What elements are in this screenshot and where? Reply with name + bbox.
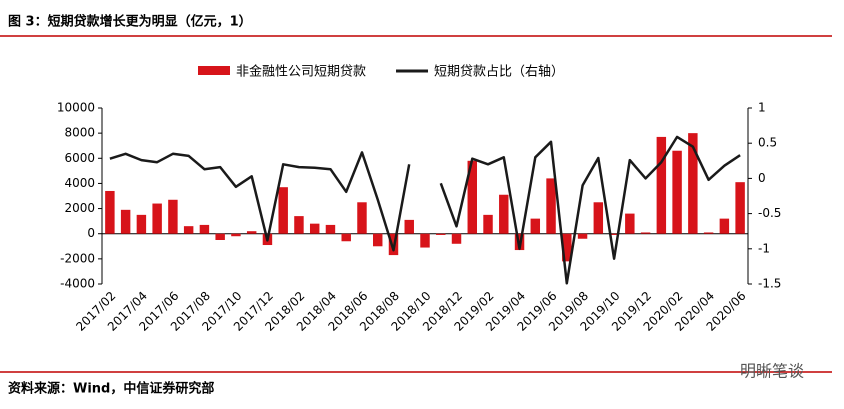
bar: [199, 224, 210, 234]
y-tick-label: -4000: [60, 277, 95, 291]
y2-tick-label: -1.5: [758, 277, 781, 291]
bar: [735, 182, 745, 234]
bar: [325, 224, 336, 234]
y-tick-label: 0: [87, 226, 95, 240]
bar: [672, 150, 682, 234]
legend-swatch: [198, 66, 230, 75]
bar: [168, 199, 178, 234]
bar: [703, 232, 714, 234]
watermark: 明晰笔谈: [740, 362, 804, 381]
bar: [436, 233, 446, 235]
bar: [451, 233, 462, 244]
y2-tick-label: -1: [758, 241, 770, 255]
bar: [719, 218, 730, 234]
bar: [609, 233, 619, 235]
source: 资料来源：Wind，中信证券研究部: [8, 381, 214, 397]
y-tick-label: 2000: [64, 201, 95, 215]
y-tick-label: 8000: [64, 126, 95, 140]
bar: [562, 233, 572, 262]
bar: [483, 214, 493, 234]
bar: [120, 209, 131, 234]
line: [109, 135, 741, 285]
bar: [136, 214, 147, 234]
bar: [152, 203, 162, 234]
bar: [467, 160, 477, 234]
bar: [105, 190, 115, 234]
bar: [215, 233, 225, 240]
bar: [404, 219, 414, 234]
y-tick-label: 6000: [64, 151, 95, 165]
bar: [640, 232, 651, 234]
y2-tick-label: -0.5: [758, 206, 781, 220]
bar: [246, 231, 257, 234]
bar: [231, 233, 241, 237]
bar: [499, 194, 509, 234]
y2-tick-label: 0.5: [758, 136, 777, 150]
bar: [688, 133, 698, 234]
bar: [625, 213, 635, 234]
chart-title: 图 3：短期贷款增长更为明显（亿元，1）: [8, 14, 252, 30]
bar: [373, 233, 383, 247]
bar: [546, 178, 556, 234]
bar: [656, 136, 667, 234]
bar: [420, 233, 430, 248]
y2-tick-label: 1: [758, 101, 766, 115]
y2-tick-label: 0: [758, 171, 766, 185]
legend-label: 非金融性公司短期贷款: [236, 64, 366, 80]
bar: [278, 187, 288, 234]
legend-label: 短期贷款占比（右轴）: [434, 65, 564, 80]
bar: [309, 223, 320, 234]
bar: [341, 233, 351, 242]
y-tick-label: 4000: [64, 176, 95, 190]
bar: [593, 202, 604, 234]
bar: [577, 233, 588, 239]
bar: [530, 218, 541, 234]
bar: [294, 216, 304, 234]
bar: [357, 202, 367, 234]
y-tick-label: -2000: [60, 251, 95, 265]
y-tick-label: 10000: [57, 101, 95, 115]
bar: [183, 226, 194, 234]
